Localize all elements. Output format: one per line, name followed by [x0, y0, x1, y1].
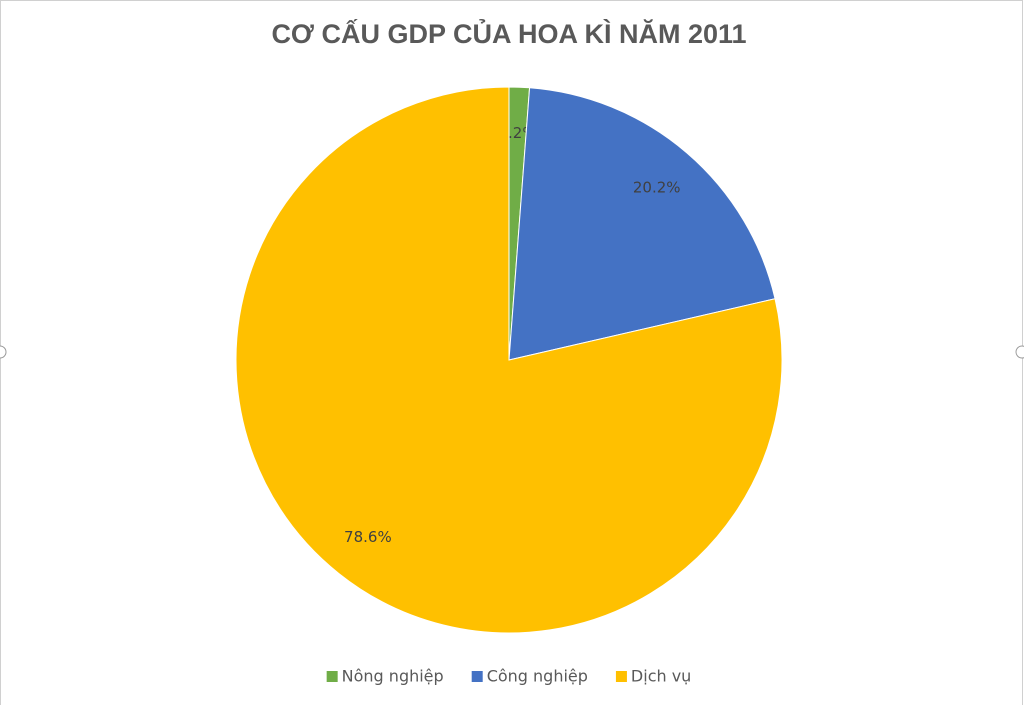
resize-handle[interactable]	[0, 345, 7, 359]
pie-slice	[235, 86, 783, 634]
chart-title: CƠ CẤU GDP CỦA HOA KÌ NĂM 2011	[271, 17, 746, 49]
resize-handle[interactable]	[1015, 345, 1024, 359]
pie-slice	[508, 87, 776, 361]
legend-swatch	[471, 671, 483, 682]
legend-label: Công nghiệp	[487, 667, 588, 686]
legend-swatch	[326, 671, 338, 682]
data-label: 78.6%	[344, 528, 392, 546]
legend-swatch	[615, 671, 627, 682]
legend-label: Nông nghiệp	[342, 667, 444, 686]
legend-label: Dịch vụ	[631, 667, 691, 686]
data-label: 20.2%	[633, 179, 681, 197]
